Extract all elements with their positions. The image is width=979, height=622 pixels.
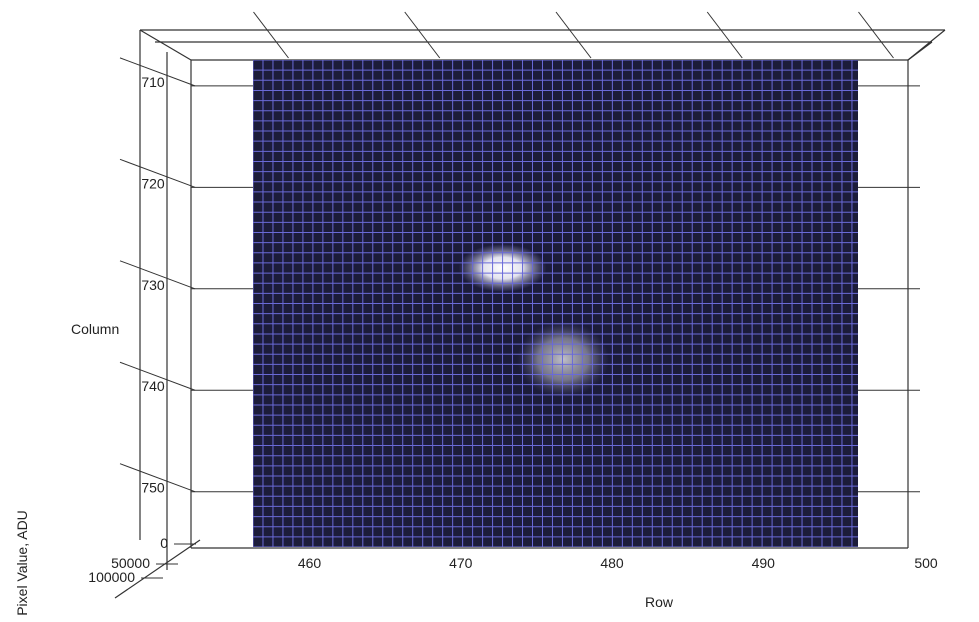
y-tick-label: 750	[141, 480, 165, 496]
y-tick-label: 710	[141, 74, 165, 90]
z-tick-label: 50000	[111, 555, 150, 571]
x-tick-diagonal	[858, 11, 894, 59]
x-tick-label: 490	[752, 555, 776, 571]
z-tick-label: 100000	[88, 569, 135, 585]
frame-conn-top-left-b	[139, 29, 192, 61]
x-tick-diagonal	[253, 11, 289, 59]
x-tick-diagonal	[555, 11, 592, 59]
x-axis-title: Row	[645, 594, 674, 610]
y-tick-diagonal	[119, 361, 196, 391]
y-tick-label: 730	[141, 277, 165, 293]
y-tick-label: 720	[141, 175, 165, 191]
peak-faint	[517, 321, 610, 398]
frame-conn-top-right-b	[907, 41, 933, 61]
y-axis-title: Column	[71, 321, 119, 337]
x-tick-diagonal	[706, 11, 743, 59]
frame-bottom-back	[114, 539, 201, 599]
y-tick-diagonal	[119, 57, 196, 87]
x-tick-label: 500	[914, 555, 938, 571]
x-tick-label: 460	[298, 555, 322, 571]
mesh-grid	[253, 60, 858, 547]
tick-lines	[119, 11, 920, 579]
y-tick-label: 740	[141, 378, 165, 394]
y-tick-diagonal	[119, 158, 196, 188]
tick-labels: 710 720 730 740 750 460 470 480 490 500 0 500001000…	[88, 74, 938, 585]
z-tick-label: 0	[160, 535, 168, 551]
y-tick-diagonal	[119, 463, 196, 493]
x-tick-label: 480	[600, 555, 624, 571]
y-tick-diagonal	[119, 260, 196, 290]
x-tick-diagonal	[404, 11, 441, 59]
z-axis-title: Pixel Value, ADU	[14, 510, 30, 616]
x-tick-label: 470	[449, 555, 473, 571]
